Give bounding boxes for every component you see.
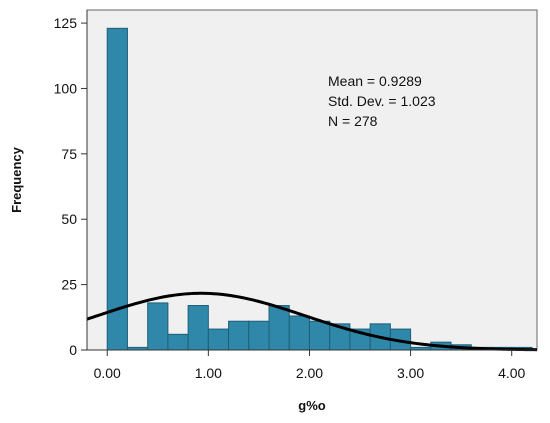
y-axis-title: Frequency: [9, 146, 24, 213]
normal-curve: [86, 291, 538, 352]
y-tick-label-0: 0: [69, 342, 77, 358]
x-tick-label-3: 3.00: [397, 365, 424, 381]
y-tick-label-1: 25: [61, 277, 77, 293]
histogram-bar-0: [106, 27, 128, 351]
x-tick-label-0: 0.00: [94, 365, 121, 381]
histogram-bar-8: [268, 305, 290, 351]
histogram-bar-5: [207, 328, 230, 351]
stats-mean: Mean = 0.9289: [328, 73, 422, 89]
x-tick-label-1: 1.00: [195, 365, 222, 381]
y-tick-label-3: 75: [61, 146, 77, 162]
histogram-bar-6: [228, 320, 250, 351]
x-axis-title: g%o: [298, 398, 326, 413]
histogram-bar-2: [147, 302, 169, 351]
stats-n: N = 278: [328, 113, 378, 129]
y-tick-label-2: 50: [61, 211, 77, 227]
histogram-bar-4: [187, 305, 209, 351]
stats-box: Mean = 0.9289 Std. Dev. = 1.023 N = 278: [328, 73, 436, 129]
plot-area: [86, 9, 538, 351]
histogram-bar-9: [288, 315, 310, 351]
x-axis-ticks: 0.00 1.00 2.00 3.00 4.00: [94, 350, 526, 381]
stats-std-dev: Std. Dev. = 1.023: [328, 93, 436, 109]
histogram-bar-7: [248, 320, 270, 351]
histogram-bar-3: [167, 333, 189, 351]
y-tick-label-4: 100: [54, 80, 78, 96]
histogram-bars: [106, 27, 533, 351]
y-axis-ticks: 0 25 50 75 100 125: [54, 15, 87, 358]
x-tick-label-4: 4.00: [498, 365, 525, 381]
y-tick-label-5: 125: [54, 15, 78, 31]
x-tick-label-2: 2.00: [296, 365, 323, 381]
histogram-bar-10: [308, 320, 331, 351]
